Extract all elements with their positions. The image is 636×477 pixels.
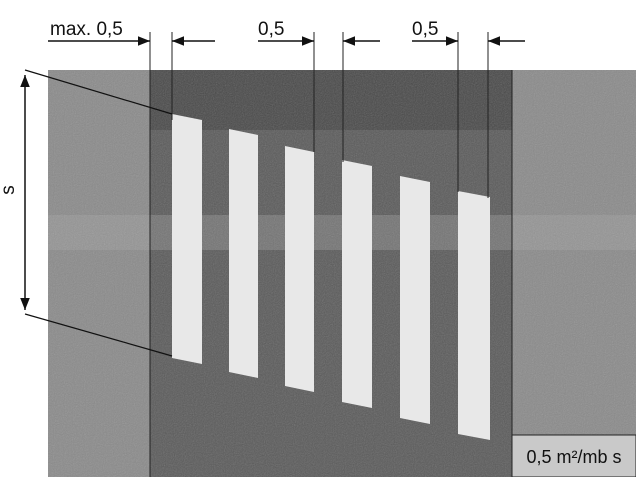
legend-text: 0,5 m²/mb s <box>526 447 621 467</box>
stripe <box>285 146 314 392</box>
dimension-arrows <box>20 36 525 310</box>
stripe <box>172 114 202 364</box>
legend-box <box>511 434 636 477</box>
dimension-label: s <box>0 185 19 195</box>
dimension-label: 0,5 <box>412 19 438 40</box>
stripes <box>172 114 490 440</box>
dimension-label: max. 0,5 <box>50 19 123 40</box>
stripe <box>342 160 372 408</box>
stripe <box>400 176 430 424</box>
stripe <box>458 191 490 440</box>
reference-lines <box>149 32 513 477</box>
extension-lines <box>24 69 173 357</box>
stripe <box>229 129 258 378</box>
dimension-label: 0,5 <box>258 19 284 40</box>
